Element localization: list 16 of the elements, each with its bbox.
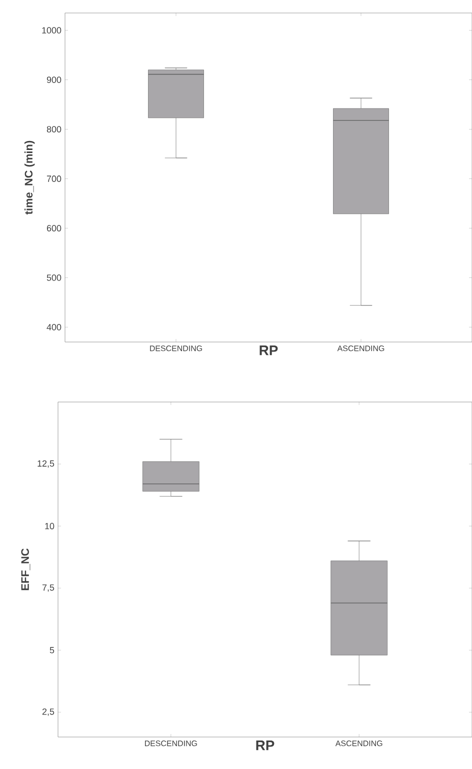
y-tick-label: 500 xyxy=(46,274,62,281)
y-tick-label: 700 xyxy=(46,176,62,182)
y-tick-label: 800 xyxy=(46,126,62,132)
y-tick-label: 7,5 xyxy=(42,584,54,592)
y-tick-label: 400 xyxy=(46,324,62,330)
x-axis-title: RP xyxy=(256,740,274,750)
x-axis-title: RP xyxy=(260,346,278,356)
y-tick-label: 600 xyxy=(46,225,62,232)
y-tick-label: 5 xyxy=(50,647,54,654)
y-tick-label: 900 xyxy=(46,76,62,83)
y-tick-label: 2,5 xyxy=(42,708,54,716)
y-axis-title: EFF_NC xyxy=(21,548,30,590)
y-tick-label: 1000 xyxy=(42,27,62,34)
y-tick-label: 10 xyxy=(45,522,54,530)
y-tick-label: 12,5 xyxy=(38,460,54,468)
y-axis-title: time_NC (min) xyxy=(24,140,35,214)
